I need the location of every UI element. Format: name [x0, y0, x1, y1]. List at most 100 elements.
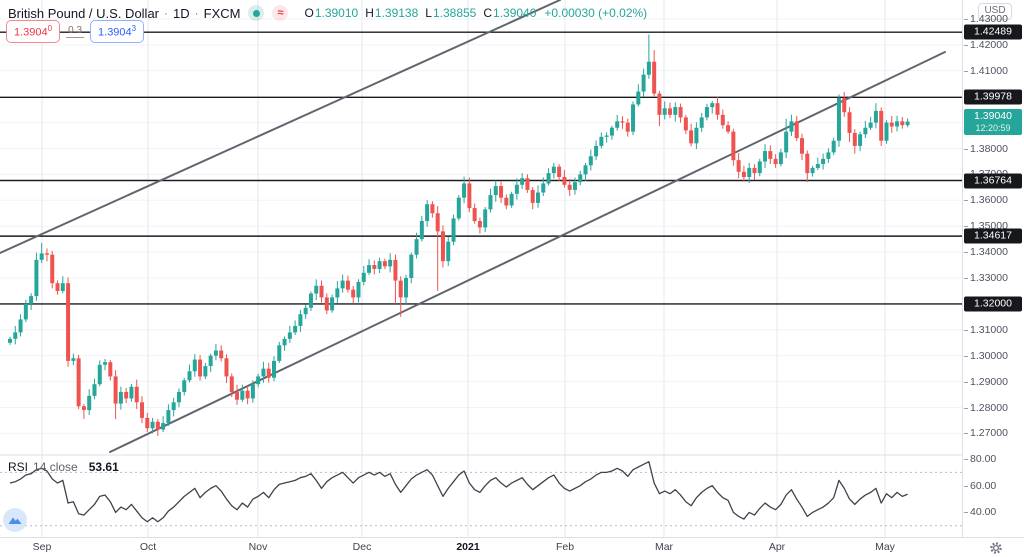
candle	[171, 397, 176, 417]
last-price-tag: 1.39040 12:20:59	[964, 108, 1022, 135]
price-axis[interactable]: USD 1.430001.420001.410001.380001.370001…	[962, 0, 1024, 557]
candle	[367, 259, 372, 275]
open-label: O	[304, 6, 314, 20]
close-value: 1.39040	[493, 6, 537, 20]
candle	[615, 114, 620, 131]
candle	[66, 277, 71, 367]
close-label: C	[483, 6, 493, 20]
candle	[599, 132, 604, 149]
candle	[44, 248, 49, 262]
price-tick-label: 1.31000	[964, 323, 1008, 336]
candle	[699, 113, 704, 133]
candle	[631, 101, 636, 136]
time-tick-label: Oct	[139, 541, 157, 553]
candle	[710, 101, 715, 114]
candle	[530, 187, 535, 210]
interval-label[interactable]: 1D	[173, 5, 190, 21]
candle	[351, 285, 356, 304]
candle	[868, 116, 873, 131]
separator-dot: ·	[194, 6, 199, 20]
candle	[858, 131, 863, 152]
trend-channel-lower-line[interactable]	[109, 51, 946, 453]
change-value: +0.00030 (+0.02%)	[544, 6, 648, 20]
symbol-title-row[interactable]: British Pound / U.S. Dollar · 1D · FXCM	[8, 6, 240, 21]
last-price-value: 1.39040	[974, 109, 1012, 122]
candle	[277, 341, 282, 363]
candle	[477, 217, 482, 234]
gear-icon	[990, 542, 1002, 554]
chart-action-button[interactable]	[3, 508, 27, 532]
candle	[103, 358, 108, 371]
candle	[129, 383, 134, 402]
candle	[451, 214, 456, 246]
candle	[520, 173, 525, 190]
candle	[140, 396, 144, 424]
symbol-title[interactable]: British Pound / U.S. Dollar	[8, 5, 160, 21]
candle	[879, 107, 884, 146]
candle	[388, 253, 393, 273]
candle	[361, 265, 366, 286]
candle	[219, 345, 224, 362]
candle	[720, 109, 725, 129]
quote-row: 1.39040 0.3 1.39043	[6, 20, 145, 43]
time-tick-label: May	[875, 541, 895, 553]
candle	[330, 294, 335, 313]
candle	[889, 115, 894, 133]
rsi-tick-label: 60.00	[963, 479, 997, 492]
candle	[145, 412, 150, 433]
candle	[39, 243, 44, 264]
candle	[414, 232, 419, 259]
candle	[92, 378, 97, 400]
candle	[29, 293, 34, 310]
price-tick-label: 1.36000	[964, 194, 1008, 207]
candle	[203, 362, 208, 380]
candle	[13, 326, 18, 345]
candle	[50, 250, 55, 289]
price-level-tag: 1.32000	[964, 296, 1022, 312]
candle	[546, 168, 551, 186]
time-tick-label: Mar	[654, 541, 674, 553]
candle	[514, 178, 519, 200]
time-tick-label: Sep	[32, 541, 52, 553]
time-tick-label: Nov	[248, 541, 268, 553]
candle	[620, 116, 625, 129]
candle	[895, 115, 900, 132]
time-tick-label: Dec	[352, 541, 372, 553]
indicator-legend[interactable]: RSI 14 close 53.61	[8, 460, 119, 474]
candle	[393, 254, 398, 304]
candle	[166, 404, 171, 426]
candle	[493, 180, 498, 202]
price-tick-label: 1.33000	[964, 272, 1008, 284]
candle	[509, 191, 514, 208]
candle	[372, 260, 377, 275]
candle	[118, 386, 123, 410]
candle	[430, 201, 435, 218]
candle	[583, 162, 588, 182]
sell-price-tag[interactable]: 1.39040	[6, 20, 61, 43]
buy-price-tag[interactable]: 1.39043	[90, 20, 145, 43]
trend-channel-upper-line[interactable]	[0, 0, 561, 254]
candle	[356, 279, 361, 303]
chart-legend: British Pound / U.S. Dollar · 1D · FXCM …	[8, 5, 647, 21]
currency-button[interactable]: USD	[978, 3, 1012, 20]
candle	[842, 91, 847, 117]
high-value: 1.39138	[374, 6, 419, 20]
candle	[763, 144, 768, 169]
candle	[382, 258, 387, 269]
open-value: 1.39010	[314, 6, 359, 20]
candle	[308, 291, 313, 311]
candle	[87, 389, 92, 416]
price-tick-label: 1.42000	[964, 38, 1008, 51]
candle	[905, 118, 910, 128]
time-tick-label: 2021	[456, 541, 480, 553]
low-label: L	[425, 6, 432, 20]
candle	[789, 114, 794, 137]
market-status-icon	[248, 5, 265, 21]
exchange-label[interactable]: FXCM	[203, 5, 241, 21]
rsi-tick-label: 40.00	[963, 506, 997, 519]
settings-gear-button[interactable]	[988, 540, 1004, 556]
candle	[440, 225, 445, 268]
price-tick-label: 1.29000	[964, 375, 1008, 388]
time-axis[interactable]: Sep Oct Nov Dec 2021 Feb Mar Apr May	[0, 537, 1024, 557]
